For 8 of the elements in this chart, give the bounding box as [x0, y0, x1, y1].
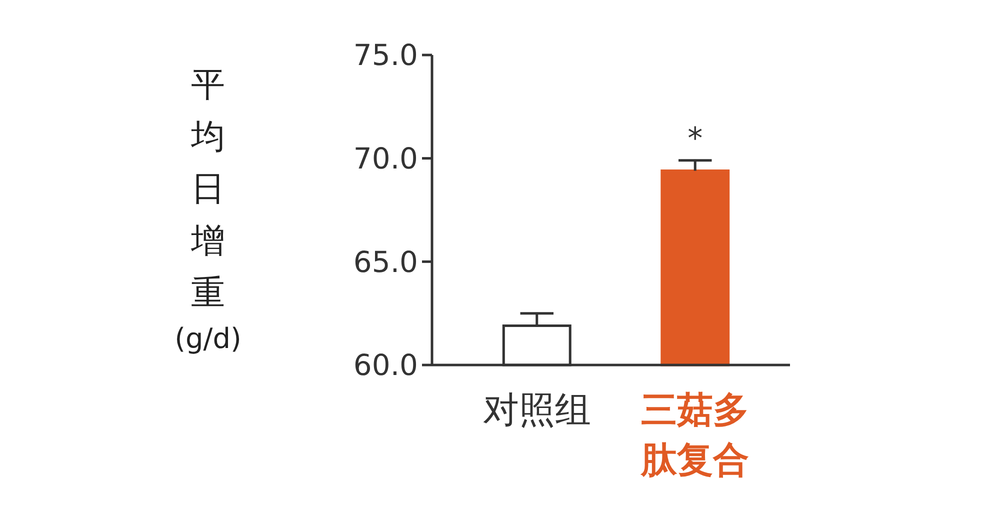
annotation: *	[688, 121, 703, 156]
y-tick-label: 65.0	[353, 244, 418, 279]
y-tick-label: 60.0	[353, 348, 418, 382]
y-axis-title: 平均日增重(g/d)	[174, 65, 242, 355]
x-tick-label: 三菇多肽复合	[640, 390, 750, 481]
y-tick-label: 75.0	[353, 38, 418, 72]
x-tick-label: 对照组	[482, 390, 591, 431]
y-tick-label: 70.0	[353, 141, 418, 176]
